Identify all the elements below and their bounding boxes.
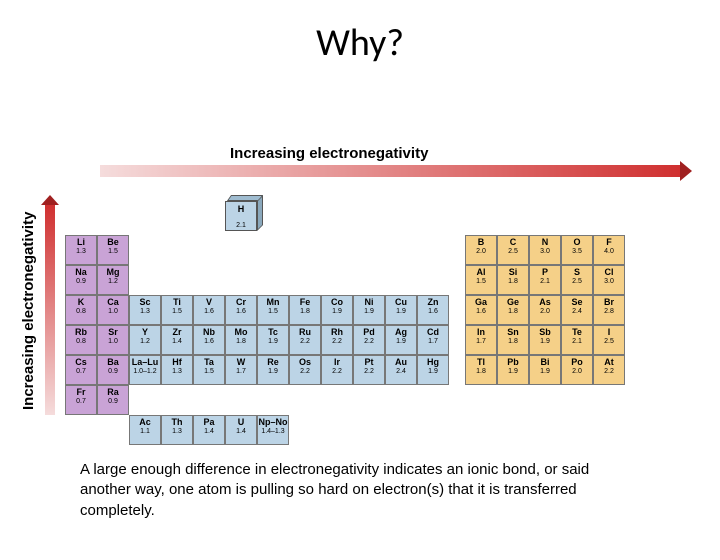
element-cell: Al1.5 xyxy=(465,265,497,295)
electronegativity-chart: Increasing electronegativity Increasing … xyxy=(30,150,690,440)
element-cell: Mo1.8 xyxy=(225,325,257,355)
element-cell: Cu1.9 xyxy=(385,295,417,325)
element-cell: Ir2.2 xyxy=(321,355,353,385)
element-cell: Ba0.9 xyxy=(97,355,129,385)
element-cell: N3.0 xyxy=(529,235,561,265)
element-cell: Os2.2 xyxy=(289,355,321,385)
element-cell: Ac1.1 xyxy=(129,415,161,445)
element-cell: Zn1.6 xyxy=(417,295,449,325)
element-cell: U1.4 xyxy=(225,415,257,445)
element-cell: Se2.4 xyxy=(561,295,593,325)
element-cell: P2.1 xyxy=(529,265,561,295)
element-cell: Hf1.3 xyxy=(161,355,193,385)
element-cell: Si1.8 xyxy=(497,265,529,295)
element-cell: Mg1.2 xyxy=(97,265,129,295)
element-cell: Tc1.9 xyxy=(257,325,289,355)
element-cell: Au2.4 xyxy=(385,355,417,385)
element-cell: Br2.8 xyxy=(593,295,625,325)
element-cell: Ni1.9 xyxy=(353,295,385,325)
element-cell: Nb1.6 xyxy=(193,325,225,355)
element-cell: C2.5 xyxy=(497,235,529,265)
element-cell: Sr1.0 xyxy=(97,325,129,355)
element-cell: At2.2 xyxy=(593,355,625,385)
element-cell: F4.0 xyxy=(593,235,625,265)
element-cell: W1.7 xyxy=(225,355,257,385)
element-cell: Cr1.6 xyxy=(225,295,257,325)
element-cell: Li1.3 xyxy=(65,235,97,265)
horizontal-arrow-icon xyxy=(100,165,680,177)
element-cell: Bi1.9 xyxy=(529,355,561,385)
element-cell: Co1.9 xyxy=(321,295,353,325)
element-cell: S2.5 xyxy=(561,265,593,295)
element-cell: V1.6 xyxy=(193,295,225,325)
element-cell: Cl3.0 xyxy=(593,265,625,295)
element-cell: Mn1.5 xyxy=(257,295,289,325)
element-cell: Ta1.5 xyxy=(193,355,225,385)
element-cell: Rb0.8 xyxy=(65,325,97,355)
element-cell: Hg1.9 xyxy=(417,355,449,385)
element-cell: Te2.1 xyxy=(561,325,593,355)
element-cell: Np–No1.4–1.3 xyxy=(257,415,289,445)
element-cell: Pt2.2 xyxy=(353,355,385,385)
element-cell: Po2.0 xyxy=(561,355,593,385)
element-cell: Ag1.9 xyxy=(385,325,417,355)
vertical-arrow-icon xyxy=(45,205,55,415)
horizontal-axis-label: Increasing electronegativity xyxy=(230,145,428,162)
element-cell: Be1.5 xyxy=(97,235,129,265)
slide-caption: A large enough difference in electronega… xyxy=(80,460,620,521)
element-cell: Re1.9 xyxy=(257,355,289,385)
element-cell: Ga1.6 xyxy=(465,295,497,325)
element-cell: Ru2.2 xyxy=(289,325,321,355)
element-cell: Ra0.9 xyxy=(97,385,129,415)
element-cell: K0.8 xyxy=(65,295,97,325)
element-cell: La–Lu1.0–1.2 xyxy=(129,355,161,385)
element-cell: Zr1.4 xyxy=(161,325,193,355)
element-cell: Sc1.3 xyxy=(129,295,161,325)
element-cell: Y1.2 xyxy=(129,325,161,355)
element-cell: Rh2.2 xyxy=(321,325,353,355)
element-cell: O3.5 xyxy=(561,235,593,265)
element-cell: Th1.3 xyxy=(161,415,193,445)
element-cell: I2.5 xyxy=(593,325,625,355)
element-cell: In1.7 xyxy=(465,325,497,355)
element-cell: Sn1.8 xyxy=(497,325,529,355)
element-cell: Fe1.8 xyxy=(289,295,321,325)
element-cell: Cs0.7 xyxy=(65,355,97,385)
element-cell: As2.0 xyxy=(529,295,561,325)
element-cell: Tl1.8 xyxy=(465,355,497,385)
vertical-axis-label: Increasing electronegativity xyxy=(20,212,37,410)
element-cell: Cd1.7 xyxy=(417,325,449,355)
element-cell: Pb1.9 xyxy=(497,355,529,385)
element-cell: Na0.9 xyxy=(65,265,97,295)
element-cell: Ti1.5 xyxy=(161,295,193,325)
slide-title: Why? xyxy=(0,20,720,66)
element-cell: Fr0.7 xyxy=(65,385,97,415)
element-cell: Pd2.2 xyxy=(353,325,385,355)
hydrogen-block: H2.1 xyxy=(225,195,265,233)
element-cell: Pa1.4 xyxy=(193,415,225,445)
element-cell: B2.0 xyxy=(465,235,497,265)
element-cell: Ca1.0 xyxy=(97,295,129,325)
element-cell: Ge1.8 xyxy=(497,295,529,325)
element-cell: Sb1.9 xyxy=(529,325,561,355)
